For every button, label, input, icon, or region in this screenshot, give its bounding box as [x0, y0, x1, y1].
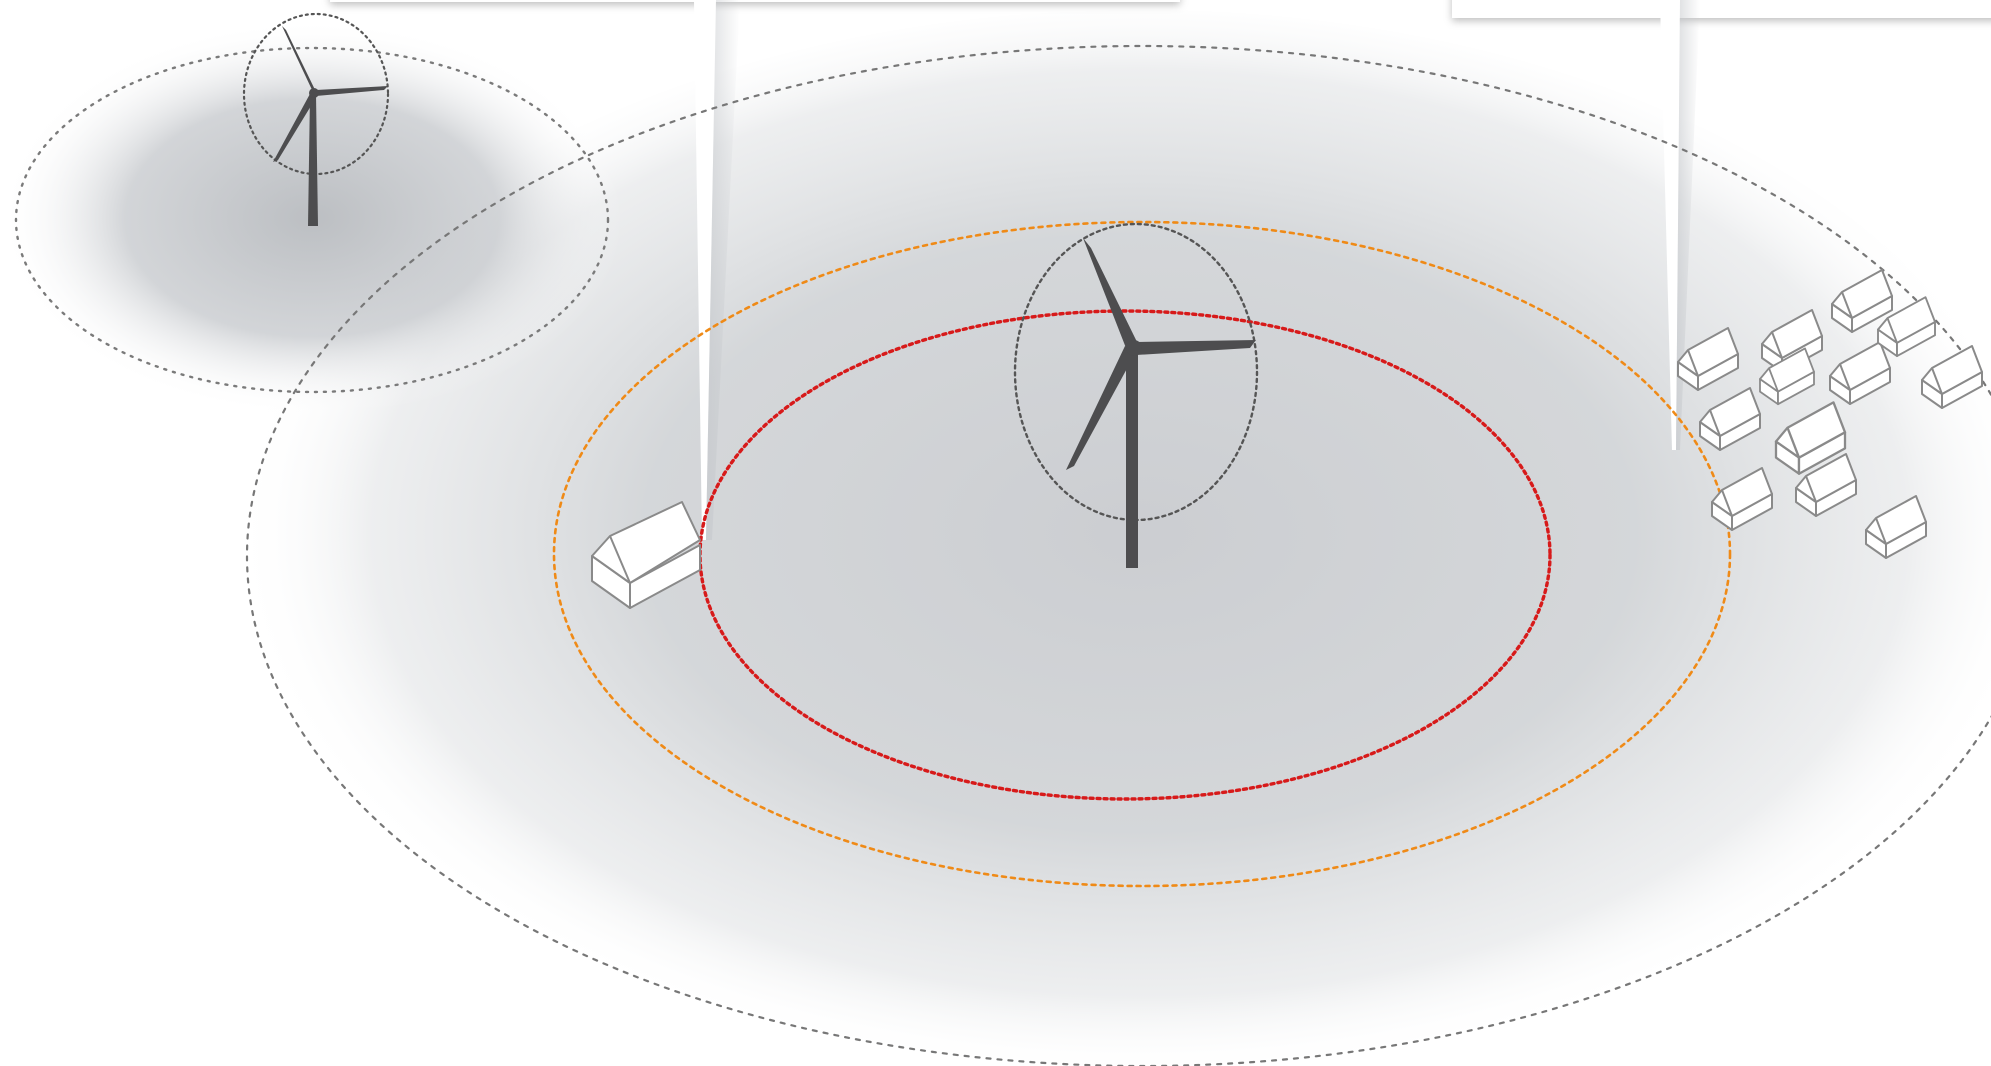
right-callout-pointer — [1660, 0, 1680, 450]
village-house — [1677, 327, 1739, 391]
main-wind-turbine — [1013, 222, 1259, 568]
left-callout-panel — [330, 0, 1180, 2]
outer-zone-shading — [235, 10, 1991, 1066]
village-cluster — [1677, 269, 1983, 559]
village-house — [1711, 467, 1773, 531]
distant-turbine-hub — [309, 88, 319, 98]
village-house — [1795, 453, 1857, 517]
village-house — [1921, 345, 1983, 409]
village-house — [1699, 387, 1761, 451]
village-house — [1865, 495, 1927, 559]
distant-turbine-tower — [308, 94, 318, 226]
outer-zone-ring — [246, 45, 1991, 1066]
distant-turbine-blade — [273, 92, 317, 162]
distant-turbine-blade — [282, 26, 318, 96]
village-house — [1831, 269, 1893, 333]
village-house — [1759, 347, 1815, 406]
main-turbine-blade — [1083, 238, 1138, 348]
right-callout-pointer-shade — [1676, 0, 1700, 450]
distant-turbine-blade — [316, 86, 388, 96]
distant-wind-turbine — [242, 12, 390, 226]
distant-zone-ring — [14, 46, 610, 394]
village-house — [1877, 296, 1936, 358]
village-house — [1774, 401, 1847, 475]
main-turbine-tower — [1126, 352, 1138, 568]
left-callout-pointer — [694, 0, 716, 540]
orange-setback-ring — [552, 220, 1732, 888]
single-house — [591, 501, 701, 609]
left-callout-pointer-shade — [706, 0, 740, 540]
right-callout-panel — [1452, 0, 1991, 18]
village-house — [1829, 341, 1891, 405]
main-turbine-blade — [1136, 340, 1256, 355]
main-turbine-hub — [1126, 340, 1142, 356]
main-turbine-blade — [1066, 346, 1136, 470]
